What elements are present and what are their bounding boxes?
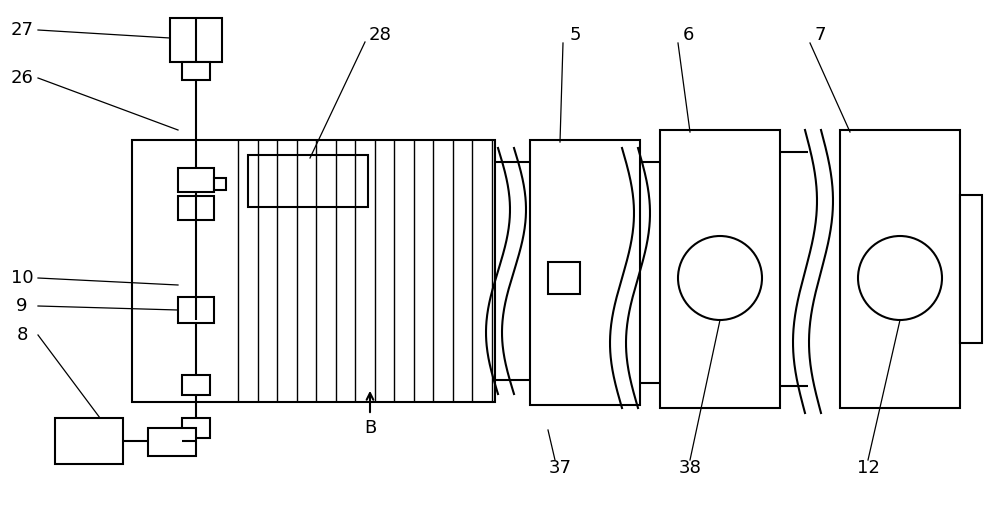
Text: 37: 37 [548, 459, 572, 477]
Bar [530, 140, 640, 405]
Bar [182, 375, 210, 395]
Bar [182, 418, 210, 438]
Text: 28: 28 [369, 26, 391, 44]
Bar [170, 18, 222, 62]
Bar [132, 140, 495, 402]
Bar [660, 130, 780, 408]
Bar [182, 62, 210, 80]
Text: 7: 7 [814, 26, 826, 44]
Bar [178, 297, 214, 323]
Text: 9: 9 [16, 297, 28, 315]
Bar [548, 262, 580, 294]
Bar [840, 130, 960, 408]
Bar [960, 195, 982, 343]
Text: 10: 10 [11, 269, 33, 287]
Bar [214, 178, 226, 190]
Text: 8: 8 [16, 326, 28, 344]
Circle shape [858, 236, 942, 320]
Bar [55, 418, 123, 464]
Text: 5: 5 [569, 26, 581, 44]
Text: 38: 38 [679, 459, 701, 477]
Text: 12: 12 [857, 459, 879, 477]
Text: 6: 6 [682, 26, 694, 44]
Text: 27: 27 [11, 21, 34, 39]
Bar [178, 168, 214, 192]
Text: B: B [364, 419, 376, 437]
Bar [178, 196, 214, 220]
Circle shape [678, 236, 762, 320]
Bar [248, 155, 368, 207]
Bar [148, 428, 196, 456]
Text: 26: 26 [11, 69, 33, 87]
